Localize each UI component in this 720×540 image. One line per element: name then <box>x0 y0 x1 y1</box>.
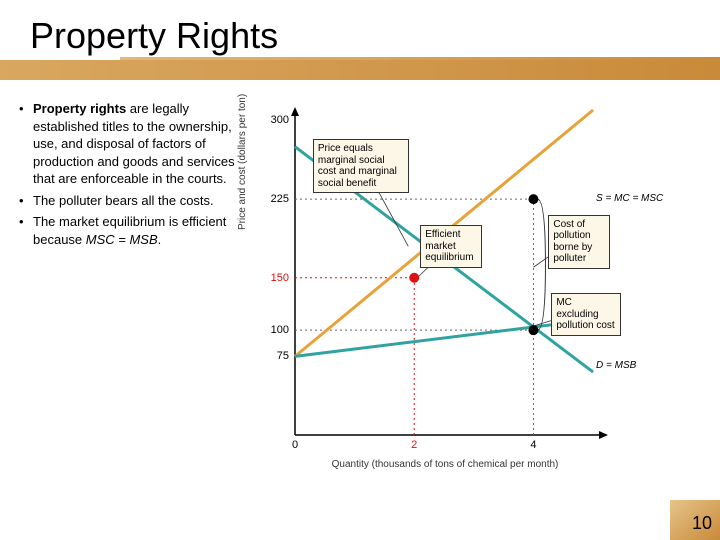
slide-title: Property Rights <box>30 15 278 57</box>
chart-annotation: Price equals marginal social cost and ma… <box>313 139 409 193</box>
chart-annotation: Efficient market equilibrium <box>420 225 482 268</box>
chart-annotation: Cost of pollution borne by polluter <box>548 215 610 269</box>
x-tick: 4 <box>530 435 536 451</box>
y-axis-label: Price and cost (dollars per ton) <box>237 94 248 230</box>
bullet-item: Property rights are legally established … <box>15 100 245 188</box>
bullet-item: The market equilibrium is efficient beca… <box>15 213 245 248</box>
x-axis-label: Quantity (thousands of tons of chemical … <box>332 459 559 470</box>
series-label: S = MC = MSC <box>596 193 663 205</box>
bullet-item: The polluter bears all the costs. <box>15 192 245 210</box>
y-tick: 300 <box>271 114 295 126</box>
x-tick: 2 <box>411 435 417 451</box>
bullet-list: Property rights are legally established … <box>15 100 245 480</box>
economics-chart: Price and cost (dollars per ton) 7510015… <box>245 100 705 480</box>
header-accent-bar <box>0 60 720 80</box>
y-tick: 225 <box>271 193 295 205</box>
y-tick: 100 <box>271 324 295 336</box>
page-number: 10 <box>692 513 712 534</box>
slide-content: Property rights are legally established … <box>0 80 720 480</box>
series-label: D = MSB <box>596 360 636 372</box>
x-tick: 0 <box>292 435 298 451</box>
slide-header: Property Rights <box>0 0 720 80</box>
plot-area: 75100150225300024S = MC = MSCMC excludin… <box>295 110 605 435</box>
y-tick: 75 <box>277 350 295 362</box>
y-tick: 150 <box>271 272 295 284</box>
series-label-box: MC excluding pollution cost <box>551 293 621 336</box>
